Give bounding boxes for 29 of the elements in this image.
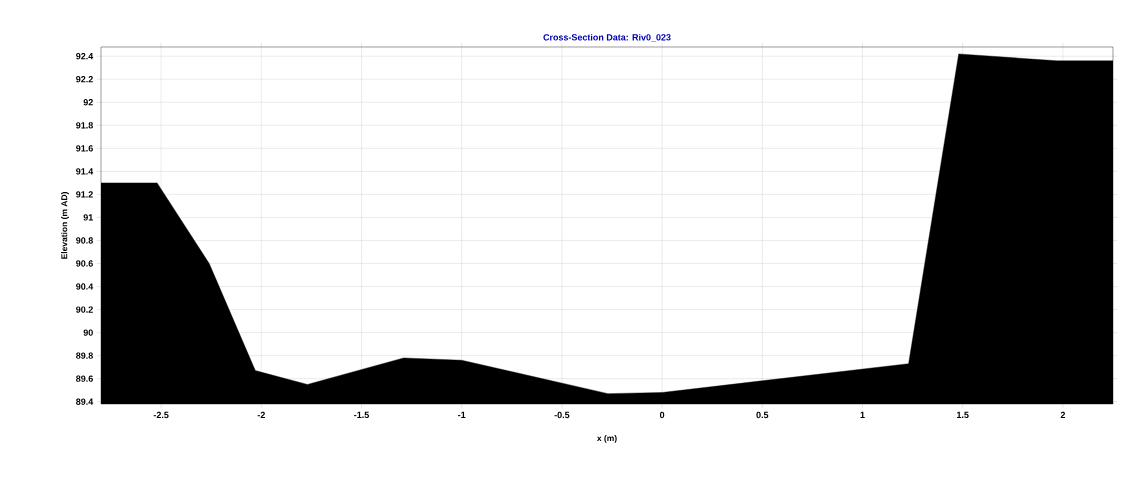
x-axis-title: x (m) [596,434,617,443]
y-tick-label: 89.6 [76,375,93,382]
x-tick-label: 1.5 [957,411,969,419]
y-tick-label: 91 [83,214,93,221]
x-tick-label: -1.5 [354,411,369,419]
y-tick-label: 92.4 [76,53,94,60]
y-tick-label: 90.4 [76,283,94,290]
y-tick-label: 90.8 [76,237,93,244]
y-tick-label: 89.4 [76,398,94,405]
y-tick-label: 90 [83,329,93,336]
y-tick-label: 89.8 [76,352,93,359]
y-tick-label: 91.4 [76,168,94,175]
y-tick-label: 92.2 [76,76,93,83]
x-tick-label: -2 [257,411,265,419]
x-tick-label: 0 [659,411,665,419]
chart-title: Cross-Section Data: Riv0_023 [543,33,671,42]
y-axis-title: Elevation (m AD) [61,192,69,259]
y-tick-label: 90.2 [76,306,93,313]
y-tick-label: 92 [83,99,93,106]
x-tick-label: 0.5 [756,411,769,419]
x-tick-label: -1 [458,411,466,418]
y-tick-label: 91.2 [76,191,93,198]
y-tick-label: 90.6 [76,260,93,267]
x-tick-label: -0.5 [554,411,570,419]
y-tick-label: 91.6 [76,145,93,152]
x-tick-label: 1 [860,411,865,418]
x-tick-label: 2 [1060,411,1066,419]
x-tick-label: -2.5 [153,411,169,419]
y-tick-label: 91.8 [76,122,93,129]
